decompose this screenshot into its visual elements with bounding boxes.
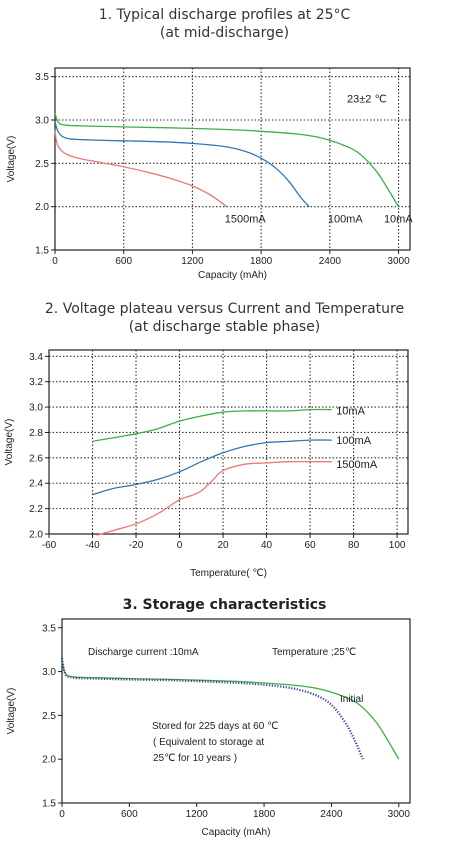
chart2-plot-frame bbox=[48, 349, 409, 535]
chart3-x-axis-label: Capacity (mAh) bbox=[202, 827, 271, 838]
chart1-x-tick-label-4: 2400 bbox=[319, 256, 342, 267]
chart3-y-tick-label-4: 3.5 bbox=[42, 623, 56, 634]
chart2-x-tick-label-3: 0 bbox=[177, 540, 183, 551]
chart3-plot-frame bbox=[61, 618, 411, 804]
chart2-title-line2: (at discharge stable phase) bbox=[128, 319, 321, 335]
chart1-series-label-10ma: 10mA bbox=[384, 213, 413, 225]
chart3-series-label-initial: Initial bbox=[340, 694, 363, 705]
chart3-title: 3. Storage characteristics bbox=[122, 597, 327, 613]
chart3-annotation-stored-line2: ( Equivalent to storage at bbox=[153, 737, 264, 748]
chart1-title-line1: 1. Typical discharge profiles at 25°C bbox=[98, 7, 351, 23]
chart1-y-axis-label: Voltage(V) bbox=[6, 136, 17, 183]
chart2-series-line-100ma bbox=[92, 439, 332, 496]
chart3-annotation-stored-line1: Stored for 225 days at 60 ℃ bbox=[152, 721, 278, 732]
chart1-y-tick-label-2: 2.5 bbox=[35, 159, 49, 170]
chart3-annotation-temperature: Temperature ;25℃ bbox=[272, 647, 356, 658]
chart3-x-tick-label-3: 1800 bbox=[253, 809, 276, 820]
chart2-y-tick-label-2: 2.4 bbox=[29, 479, 43, 490]
chart2-x-tick-label-1: -40 bbox=[85, 540, 100, 551]
chart2-y-tick-label-7: 3.4 bbox=[29, 352, 43, 363]
chart3-y-axis-label: Voltage(V) bbox=[6, 688, 17, 735]
chart3-annotation-stored-line3: 25℃ for 10 years ) bbox=[153, 753, 237, 764]
chart1-x-tick-label-0: 0 bbox=[52, 256, 58, 267]
chart3-x-tick-label-4: 2400 bbox=[320, 809, 343, 820]
chart2-series-line-1500ma bbox=[96, 460, 332, 536]
chart1-series-line-10ma bbox=[54, 112, 400, 208]
chart3-annotation-discharge-current: Discharge current :10mA bbox=[88, 647, 199, 658]
chart1-x-tick-label-2: 1200 bbox=[181, 256, 204, 267]
chart1-plot-frame bbox=[54, 67, 411, 251]
chart3-y-tick-label-2: 2.5 bbox=[42, 711, 56, 722]
chart2-x-tick-label-0: -60 bbox=[42, 540, 57, 551]
chart3-x-tick-label-0: 0 bbox=[59, 809, 65, 820]
chart2: -60 -40 -20 0 20 40 60 80 100 2.0 2.2 2.4 2.6 2.8 3.0 3… bbox=[4, 349, 409, 579]
chart3-x-tick-label-5: 3000 bbox=[388, 809, 411, 820]
chart3: 0 600 1200 1800 2400 3000 1.5 2.0 2.5 3.0 3.5 Capac… bbox=[6, 618, 411, 838]
chart1: 0 600 1200 1800 2400 3000 1.5 2.0 2.5 3.0 3.5 Capac… bbox=[6, 67, 413, 281]
chart2-x-tick-label-5: 40 bbox=[261, 540, 273, 551]
chart2-x-tick-label-6: 60 bbox=[305, 540, 317, 551]
chart1-series-line-100ma bbox=[54, 121, 310, 208]
chart1-y-tick-label-1: 2.0 bbox=[35, 202, 49, 213]
chart1-annotation-temperature: 23±2 ℃ bbox=[347, 94, 387, 106]
chart3-series-line-stored bbox=[60, 658, 364, 760]
chart2-y-tick-label-6: 3.2 bbox=[29, 377, 43, 388]
chart2-y-tick-label-4: 2.8 bbox=[29, 428, 43, 439]
chart1-x-tick-label-5: 3000 bbox=[387, 256, 410, 267]
chart2-y-tick-label-3: 2.6 bbox=[29, 453, 43, 464]
chart3-series-line-initial bbox=[61, 660, 400, 760]
chart2-series-label-100ma: 100mA bbox=[336, 435, 372, 447]
chart3-x-tick-label-2: 1200 bbox=[186, 809, 209, 820]
chart2-y-tick-label-0: 2.0 bbox=[29, 530, 43, 541]
chart2-y-axis-label: Voltage(V) bbox=[4, 419, 15, 466]
chart2-title-line1: 2. Voltage plateau versus Current and Te… bbox=[44, 301, 405, 317]
chart1-x-tick-label-3: 1800 bbox=[250, 256, 273, 267]
chart2-x-tick-label-8: 100 bbox=[389, 540, 406, 551]
chart1-series-label-1500ma: 1500mA bbox=[225, 213, 267, 225]
chart3-x-tick-label-1: 600 bbox=[121, 809, 138, 820]
chart2-x-tick-label-7: 80 bbox=[348, 540, 360, 551]
chart1-x-axis-label: Capacity (mAh) bbox=[198, 270, 267, 281]
chart1-y-tick-label-0: 1.5 bbox=[35, 246, 49, 257]
chart3-y-tick-label-1: 2.0 bbox=[42, 755, 56, 766]
chart1-y-tick-label-3: 3.0 bbox=[35, 116, 49, 127]
chart2-series-label-10ma: 10mA bbox=[336, 406, 365, 418]
chart2-y-tick-label-5: 3.0 bbox=[29, 403, 43, 414]
chart1-y-tick-label-4: 3.5 bbox=[35, 72, 49, 83]
chart1-series-label-100ma: 100mA bbox=[328, 213, 364, 225]
chart1-title-line2: (at mid-discharge) bbox=[159, 25, 290, 41]
chart1-x-tick-label-1: 600 bbox=[115, 256, 132, 267]
chart2-y-tick-label-1: 2.2 bbox=[29, 504, 43, 515]
chart3-y-tick-label-3: 3.0 bbox=[42, 667, 56, 678]
chart2-x-tick-label-2: -20 bbox=[129, 540, 144, 551]
chart2-x-axis-label: Temperature( ℃) bbox=[190, 568, 267, 579]
chart2-series-line-10ma bbox=[92, 408, 332, 443]
chart3-y-tick-label-0: 1.5 bbox=[42, 799, 56, 810]
chart2-series-label-1500ma: 1500mA bbox=[336, 459, 378, 471]
chart1-series-line-1500ma bbox=[54, 130, 228, 208]
chart2-x-tick-label-4: 20 bbox=[217, 540, 229, 551]
